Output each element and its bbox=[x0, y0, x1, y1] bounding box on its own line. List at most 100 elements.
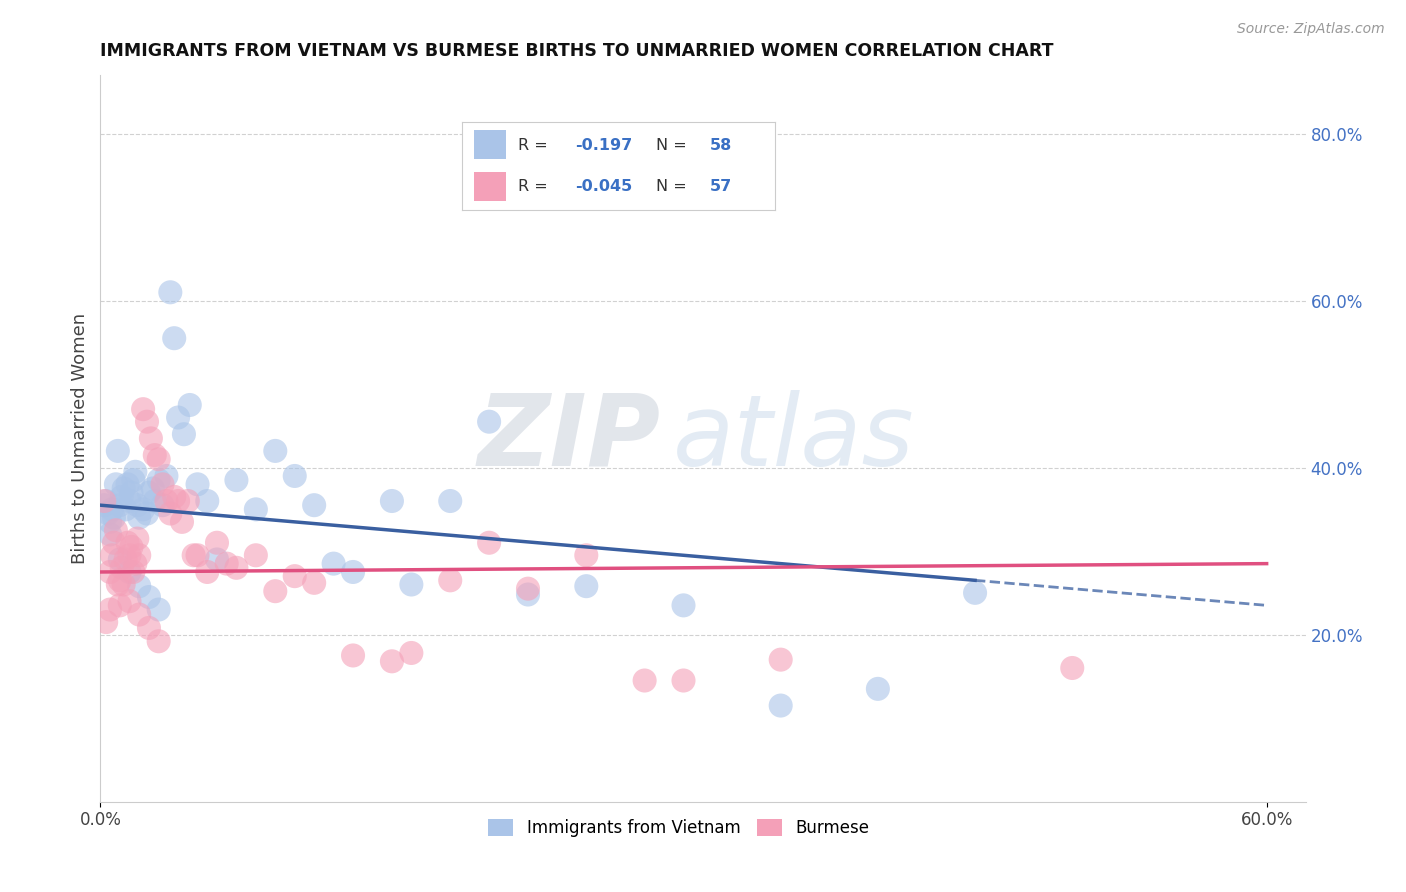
Point bbox=[155, 494, 177, 508]
Point bbox=[170, 515, 193, 529]
Point bbox=[148, 602, 170, 616]
Point bbox=[122, 473, 145, 487]
Legend: Immigrants from Vietnam, Burmese: Immigrants from Vietnam, Burmese bbox=[482, 813, 876, 844]
Point bbox=[245, 502, 267, 516]
Point bbox=[478, 415, 501, 429]
Point bbox=[302, 498, 325, 512]
Point bbox=[93, 494, 115, 508]
Point bbox=[322, 557, 344, 571]
Point bbox=[108, 498, 131, 512]
Point bbox=[127, 532, 149, 546]
Point bbox=[143, 448, 166, 462]
Y-axis label: Births to Unmarried Women: Births to Unmarried Women bbox=[72, 313, 89, 564]
Point bbox=[152, 498, 174, 512]
Point bbox=[118, 549, 141, 563]
Point bbox=[114, 502, 136, 516]
Point bbox=[118, 494, 141, 508]
Point bbox=[173, 427, 195, 442]
Point bbox=[264, 584, 287, 599]
Point bbox=[96, 494, 118, 508]
Point bbox=[117, 477, 139, 491]
Point bbox=[138, 485, 160, 500]
Text: atlas: atlas bbox=[673, 390, 914, 487]
Point bbox=[517, 582, 540, 596]
Point bbox=[122, 565, 145, 579]
Point bbox=[128, 510, 150, 524]
Point bbox=[142, 482, 165, 496]
Point bbox=[101, 502, 124, 516]
Point bbox=[195, 565, 218, 579]
Point bbox=[381, 654, 404, 668]
Point bbox=[104, 523, 127, 537]
Point bbox=[98, 565, 121, 579]
Point bbox=[866, 681, 889, 696]
Point bbox=[167, 494, 190, 508]
Text: Source: ZipAtlas.com: Source: ZipAtlas.com bbox=[1237, 22, 1385, 37]
Point bbox=[93, 498, 115, 512]
Point bbox=[186, 549, 208, 563]
Point bbox=[439, 494, 461, 508]
Point bbox=[112, 482, 135, 496]
Point bbox=[575, 579, 598, 593]
Text: ZIP: ZIP bbox=[478, 390, 661, 487]
Point bbox=[97, 507, 120, 521]
Point bbox=[98, 515, 121, 529]
Point bbox=[225, 561, 247, 575]
Point bbox=[114, 552, 136, 566]
Point bbox=[1062, 661, 1084, 675]
Point bbox=[342, 565, 364, 579]
Point bbox=[284, 569, 307, 583]
Point bbox=[284, 469, 307, 483]
Point bbox=[342, 648, 364, 663]
Point bbox=[302, 575, 325, 590]
Point bbox=[138, 590, 160, 604]
Point bbox=[163, 490, 186, 504]
Point bbox=[124, 557, 146, 571]
Point bbox=[195, 494, 218, 508]
Point bbox=[139, 431, 162, 445]
Point bbox=[127, 498, 149, 512]
Point bbox=[104, 477, 127, 491]
Point bbox=[111, 561, 134, 575]
Point bbox=[120, 485, 142, 500]
Point bbox=[107, 444, 129, 458]
Point bbox=[138, 621, 160, 635]
Point bbox=[163, 331, 186, 345]
Text: IMMIGRANTS FROM VIETNAM VS BURMESE BIRTHS TO UNMARRIED WOMEN CORRELATION CHART: IMMIGRANTS FROM VIETNAM VS BURMESE BIRTH… bbox=[100, 42, 1054, 60]
Point bbox=[965, 586, 987, 600]
Point bbox=[96, 615, 118, 629]
Point bbox=[439, 574, 461, 588]
Point bbox=[672, 673, 695, 688]
Point bbox=[120, 540, 142, 554]
Point bbox=[148, 473, 170, 487]
Point bbox=[103, 510, 125, 524]
Point bbox=[152, 477, 174, 491]
Point bbox=[132, 402, 155, 417]
Point bbox=[186, 477, 208, 491]
Point bbox=[143, 494, 166, 508]
Point bbox=[148, 452, 170, 467]
Point bbox=[118, 565, 141, 579]
Point bbox=[179, 398, 201, 412]
Point bbox=[517, 587, 540, 601]
Point bbox=[136, 507, 159, 521]
Point bbox=[98, 602, 121, 616]
Point bbox=[672, 599, 695, 613]
Point bbox=[381, 494, 404, 508]
Point bbox=[177, 494, 200, 508]
Point bbox=[478, 535, 501, 549]
Point bbox=[183, 549, 205, 563]
Point bbox=[103, 535, 125, 549]
Point bbox=[128, 607, 150, 622]
Point bbox=[205, 552, 228, 566]
Point bbox=[108, 599, 131, 613]
Point bbox=[633, 673, 655, 688]
Point bbox=[205, 535, 228, 549]
Point bbox=[245, 549, 267, 563]
Point bbox=[264, 444, 287, 458]
Point bbox=[118, 594, 141, 608]
Point bbox=[136, 415, 159, 429]
Point bbox=[159, 507, 181, 521]
Point bbox=[148, 634, 170, 648]
Point bbox=[401, 577, 423, 591]
